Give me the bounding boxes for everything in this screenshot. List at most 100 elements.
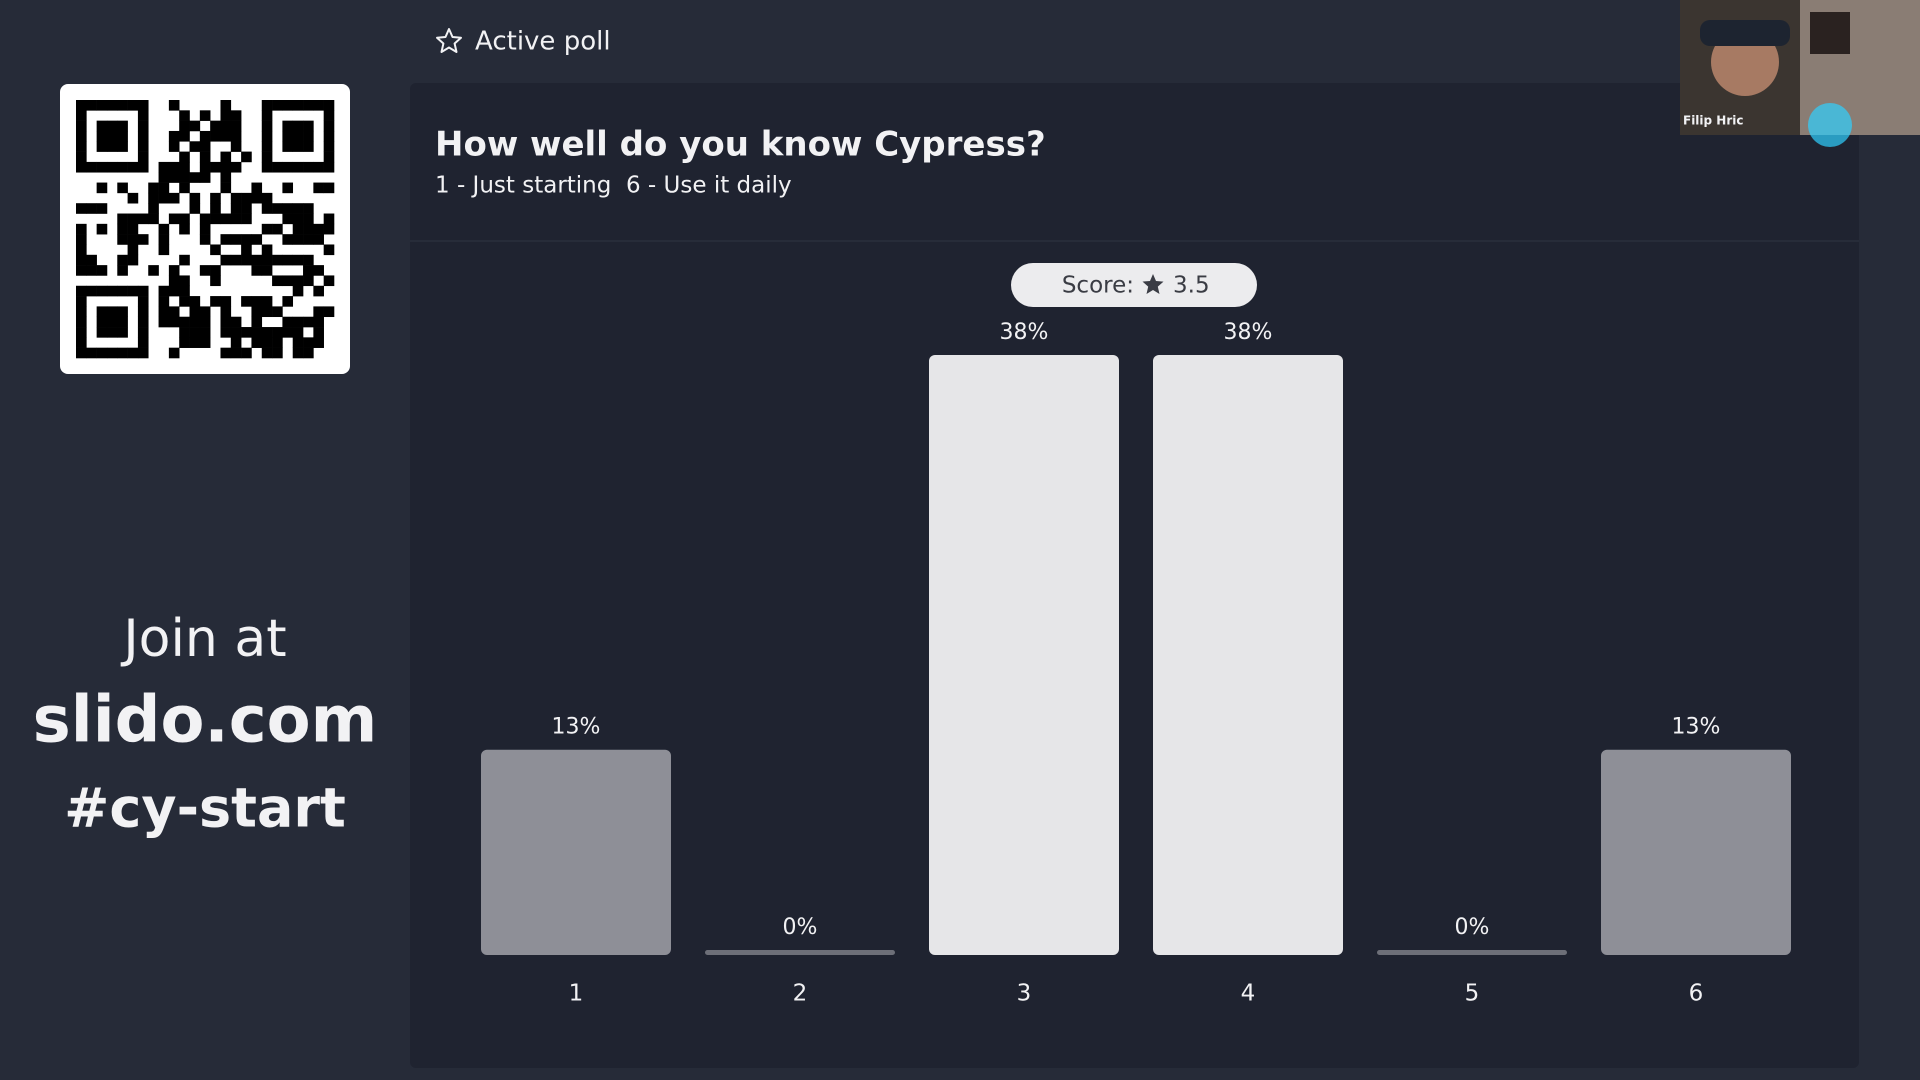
qr-module (137, 120, 149, 132)
poll-title: How well do you know Cypress? (435, 125, 1046, 165)
webcam-light (1808, 103, 1852, 147)
qr-module (158, 316, 170, 328)
qr-module (189, 327, 201, 338)
qr-module (241, 327, 252, 338)
qr-module (168, 172, 180, 183)
qr-module (313, 100, 324, 111)
qr-module (96, 120, 108, 132)
category-label: 4 (1241, 981, 1256, 1007)
qr-module (96, 130, 108, 142)
qr-module (189, 120, 201, 132)
qr-module (137, 130, 149, 142)
qr-module (199, 151, 211, 163)
qr-module (251, 327, 263, 338)
qr-module (117, 182, 128, 194)
qr-module (292, 285, 304, 297)
qr-module (96, 327, 108, 338)
webcam-name: Filip Hric (1683, 114, 1744, 128)
qr-module (179, 327, 190, 338)
qr-module (96, 141, 108, 152)
qr-module (168, 275, 180, 287)
qr-module (272, 347, 283, 359)
value-label: 13% (1672, 715, 1721, 740)
qr-module (282, 130, 294, 142)
qr-module (261, 130, 273, 142)
qr-module (292, 234, 304, 245)
qr-module (96, 306, 108, 318)
qr-module (199, 223, 211, 235)
qr-module (313, 337, 324, 348)
qr-module (241, 244, 252, 256)
qr-module (158, 182, 170, 194)
qr-module (313, 265, 324, 276)
qr-module (313, 316, 324, 328)
qr-module (261, 306, 273, 318)
qr-module (117, 265, 128, 276)
qr-module (292, 203, 304, 214)
qr-module (241, 203, 252, 214)
qr-module (199, 141, 211, 152)
qr-module (241, 347, 252, 359)
qr-module (303, 213, 314, 225)
qr-module (117, 234, 128, 245)
qr-module (168, 130, 180, 142)
qr-module (168, 316, 180, 328)
qr-module (76, 296, 87, 307)
qr-module (210, 265, 221, 276)
qr-module (168, 265, 180, 276)
qr-module (86, 347, 97, 359)
qr-module (76, 223, 87, 235)
qr-module (251, 192, 263, 204)
qr-module (179, 213, 190, 225)
qr-module (303, 100, 314, 111)
qr-module (251, 265, 263, 276)
qr-module (76, 347, 87, 359)
qr-module (323, 244, 335, 256)
qr-module (241, 254, 252, 266)
qr-module (282, 120, 294, 132)
qr-module (303, 275, 314, 287)
qr-module (303, 234, 314, 245)
qr-module (313, 223, 324, 235)
qr-module (106, 161, 118, 173)
qr-module (313, 234, 324, 245)
qr-module (168, 347, 180, 359)
score-star (1142, 274, 1164, 294)
qr-module (230, 337, 242, 348)
category-label: 3 (1017, 981, 1032, 1007)
poll-panel (410, 83, 1859, 1068)
qr-module (127, 285, 139, 297)
qr-module (261, 327, 273, 338)
bar-chart: 13% 1 0% 2 38% 3 38% 4 0% 5 13% 6 (481, 320, 1791, 1007)
qr-module (292, 141, 304, 152)
qr-module (210, 120, 221, 132)
join-site: slido.com (33, 684, 378, 758)
qr-module (189, 306, 201, 318)
qr-module (303, 223, 314, 235)
qr-module (76, 327, 87, 338)
qr-module (76, 110, 87, 121)
qr-module (220, 347, 232, 359)
value-label: 38% (1224, 320, 1273, 345)
qr-module (230, 347, 242, 359)
star-icon (436, 28, 462, 53)
qr-module (199, 234, 211, 245)
qr-module (86, 203, 97, 214)
qr-module (137, 327, 149, 338)
qr-module (199, 110, 211, 121)
category-label: 1 (569, 981, 584, 1007)
qr-module (199, 161, 211, 173)
qr-module (96, 285, 108, 297)
qr-module (261, 296, 273, 307)
qr-module (303, 141, 314, 152)
qr-module (220, 327, 232, 338)
qr-module (86, 265, 97, 276)
qr-module (199, 130, 211, 142)
qr-module (158, 192, 170, 204)
category-label: 6 (1689, 981, 1704, 1007)
qr-module (261, 141, 273, 152)
qr-module (96, 203, 108, 214)
qr-module (76, 337, 87, 348)
qr-module (272, 306, 283, 318)
